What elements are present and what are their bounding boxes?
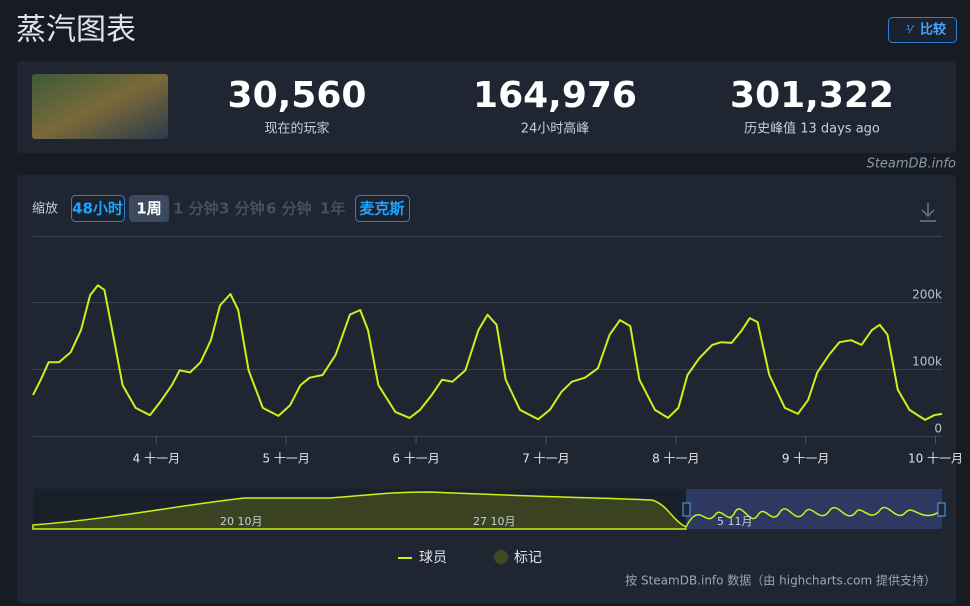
compare-icon: ⅟	[906, 23, 915, 36]
navigator-handle[interactable]	[937, 502, 946, 517]
compare-label[interactable]: 比较	[920, 22, 946, 38]
x-tick-label: 6 十一月	[392, 452, 439, 466]
navigator-series	[32, 491, 687, 530]
game-image	[32, 74, 168, 139]
stat-value: 30,560	[228, 75, 367, 116]
x-tick-label: 9 十一月	[782, 452, 829, 466]
zoom-button[interactable]	[71, 195, 125, 222]
y-tick-label: 100k	[912, 355, 942, 369]
navigator-label: 20 10月	[220, 515, 263, 528]
zoom-button-label[interactable]: 1年	[320, 200, 345, 218]
navigator-detail	[685, 506, 943, 528]
x-tick-label: 8 十一月	[652, 452, 699, 466]
zoom-button[interactable]	[129, 195, 169, 222]
zoom-button-label[interactable]: 48小时	[72, 200, 123, 218]
stat-label: 现在的玩家	[264, 121, 329, 137]
navigator-selection[interactable]	[686, 489, 942, 529]
navigator-handle[interactable]	[682, 502, 691, 517]
zoom-button-label[interactable]: 麦克斯	[359, 200, 404, 218]
zoom-button-label[interactable]: 6 分钟	[266, 200, 312, 218]
chart-panel	[17, 175, 956, 603]
zoom-label: 缩放	[32, 201, 58, 217]
compare-button[interactable]	[888, 17, 957, 43]
footer-credit: 按 SteamDB.info 数据（由 highcharts.com 提供支持）	[625, 573, 936, 588]
stat-value: 164,976	[473, 75, 637, 116]
stats-panel	[17, 61, 956, 153]
credit: SteamDB.info	[867, 157, 956, 172]
zoom-button-label[interactable]: 1周	[136, 200, 161, 218]
legend-flag-symbol	[494, 550, 508, 564]
y-tick-label: 0	[934, 422, 942, 436]
stat-label: 历史峰值 13 days ago	[744, 121, 880, 137]
zoom-button[interactable]	[355, 195, 410, 222]
zoom-button-label[interactable]: 3 分钟	[219, 200, 265, 218]
stat-value: 301,322	[730, 75, 894, 116]
y-tick-label: 200k	[912, 288, 942, 302]
x-tick-label: 4 十一月	[133, 452, 180, 466]
zoom-button-label[interactable]: 1 分钟	[173, 200, 219, 218]
navigator-label: 5 11月	[717, 515, 753, 528]
x-tick-label: 10 十一月	[908, 452, 963, 466]
stat-label: 24小时高峰	[521, 121, 590, 137]
page-title: 蒸汽图表	[16, 13, 136, 48]
x-tick-label: 7 十一月	[522, 452, 569, 466]
navigator-label: 27 10月	[473, 515, 516, 528]
legend-label[interactable]: 球员	[419, 550, 447, 566]
series-line	[32, 284, 943, 421]
x-tick-label: 5 十一月	[262, 452, 309, 466]
legend-label[interactable]: 标记	[514, 550, 542, 566]
download-icon[interactable]	[920, 203, 936, 222]
